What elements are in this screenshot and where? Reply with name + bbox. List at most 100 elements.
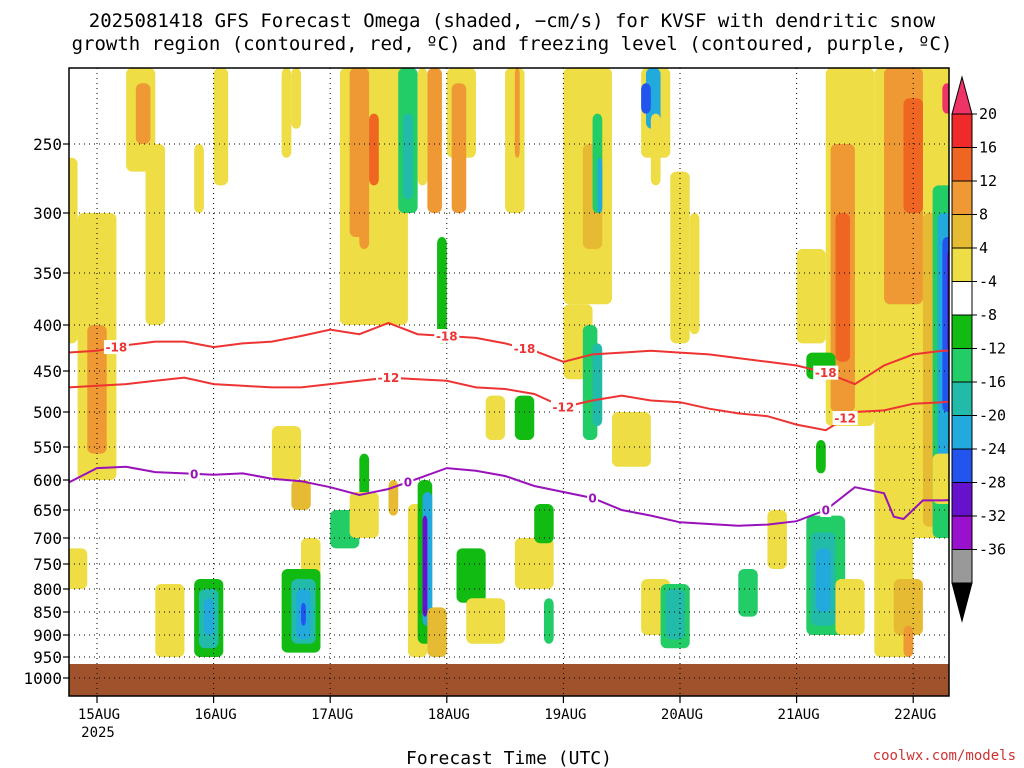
colorbar-label: -36	[979, 541, 1006, 559]
contour-line	[69, 376, 949, 432]
colorbar-label: 8	[979, 206, 988, 224]
contour-label: 0	[822, 504, 830, 518]
colorbar-label: -32	[979, 507, 1006, 525]
x-tick-year: 2025	[81, 725, 115, 741]
x-tick-label: 17AUG	[311, 707, 353, 723]
omega-shade-cell	[145, 144, 166, 325]
y-axis-ticks: 250 300 350 400 450 500 550 600 650 700 750 800 850 9…	[23, 135, 69, 688]
omega-shade-cell	[514, 395, 535, 440]
colorbar-label: -20	[979, 407, 1006, 425]
colorbar-swatch	[951, 180, 973, 215]
contour-label-bg	[434, 329, 460, 344]
omega-shade-cell	[451, 83, 467, 213]
y-tick-label: 1000	[23, 669, 62, 688]
omega-shade-cell	[942, 83, 949, 114]
x-tick-label: 21AUG	[778, 707, 820, 723]
omega-shade-cell	[903, 98, 923, 213]
omega-shade-cell	[422, 515, 428, 617]
x-tick-label: 15AUG	[78, 707, 120, 723]
omega-shade-cell	[641, 83, 651, 114]
omega-shade-cell	[291, 68, 302, 129]
colorbar-swatch	[951, 381, 973, 416]
plot-frame	[68, 67, 950, 697]
omega-shade-cell	[135, 83, 151, 144]
contour-label: -18	[514, 342, 536, 356]
contour-label-bg	[550, 400, 576, 415]
omega-shade-cell	[301, 602, 306, 626]
omega-shade-cell	[689, 213, 700, 335]
x-tick-label: 18AUG	[428, 707, 470, 723]
omega-shade-cell	[835, 579, 865, 635]
y-tick-label: 750	[33, 555, 62, 574]
x-axis-ticks: 15AUG 16AUG 17AUG 18AUG 19AUG 20AUG 21AUG 22AUG	[78, 696, 936, 723]
omega-shade-cell	[359, 185, 370, 249]
chart-title-line-2: growth region (contoured, red, ºC) and f…	[72, 33, 953, 55]
colorbar-label: -8	[979, 306, 997, 324]
omega-shade-cell	[816, 440, 826, 474]
y-tick-label: 800	[33, 580, 62, 599]
omega-shade-cell	[816, 548, 831, 612]
omega-shade-cell	[645, 68, 661, 129]
y-tick-label: 500	[33, 403, 62, 422]
omega-shade-cell	[903, 625, 914, 657]
contour-label: -12	[834, 412, 856, 426]
x-tick-label: 20AUG	[661, 707, 703, 723]
omega-shade-cell	[738, 569, 758, 617]
contour-label-bg	[587, 491, 599, 505]
omega-shade-cell	[611, 412, 651, 467]
x-axis-title: Forecast Time (UTC)	[406, 748, 612, 768]
contour-line	[69, 465, 949, 527]
contour-label-bg	[512, 341, 538, 356]
omega-shade-cell	[203, 598, 214, 635]
contour-label-bg	[188, 466, 200, 481]
contour-label: 0	[404, 476, 412, 490]
omega-shade-cell	[893, 579, 923, 635]
contour-label: 0	[190, 467, 198, 481]
colorbar-swatch	[951, 482, 973, 517]
colorbar-swatch	[951, 281, 973, 316]
contour-label: 0	[588, 492, 596, 506]
omega-shade-cell	[87, 325, 107, 454]
contour-label: -12	[378, 371, 400, 385]
omega-shade-cell	[349, 492, 379, 538]
omega-shade-cell	[69, 157, 78, 344]
contour-label-bg	[832, 411, 858, 426]
contour-label-bg	[402, 475, 414, 490]
omega-shade-cell	[670, 171, 690, 344]
y-tick-label: 900	[33, 626, 62, 645]
colorbar-top-arrow	[951, 75, 973, 115]
contour-line	[69, 321, 949, 386]
colorbar-swatch	[951, 147, 973, 182]
y-tick-label: 250	[33, 135, 62, 154]
colorbar-bottom-arrow	[951, 582, 973, 623]
grid-lines	[69, 68, 949, 696]
colorbar-label: -16	[979, 373, 1006, 391]
x-tick-label: 22AUG	[894, 707, 936, 723]
colorbar-swatch	[951, 515, 973, 550]
omega-shade-cell	[63, 213, 68, 294]
omega-shade-cell	[466, 598, 506, 644]
contour-label: -18	[436, 330, 458, 344]
colorbar: 20 16 12 8 4 -4 -8 -12 -16 -20 -24 -28 -32 -36	[951, 75, 1006, 623]
omega-shade-cell	[281, 68, 292, 158]
y-tick-label: 600	[33, 471, 62, 490]
omega-shade-cell	[194, 144, 204, 213]
colorbar-swatch	[951, 448, 973, 483]
omega-shade-cell	[437, 237, 447, 344]
omega-shade-cell	[543, 598, 554, 644]
x-tick-label: 19AUG	[544, 707, 586, 723]
y-tick-label: 450	[33, 362, 62, 381]
colorbar-swatch	[951, 348, 973, 383]
ground-surface	[69, 664, 949, 696]
colorbar-label: 12	[979, 172, 997, 190]
chart-title-line-1: 2025081418 GFS Forecast Omega (shaded, −…	[89, 10, 936, 32]
colorbar-swatch	[951, 549, 973, 584]
y-tick-label: 850	[33, 603, 62, 622]
omega-shade-cell	[534, 504, 554, 544]
omega-shade-cell	[271, 426, 302, 480]
credit-link[interactable]: coolwx.com/models	[873, 748, 1016, 764]
colorbar-swatch	[951, 415, 973, 450]
y-tick-label: 650	[33, 501, 62, 520]
